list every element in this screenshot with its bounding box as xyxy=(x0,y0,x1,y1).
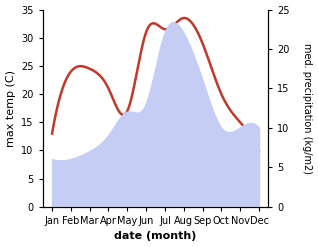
Y-axis label: max temp (C): max temp (C) xyxy=(5,70,16,147)
Y-axis label: med. precipitation (kg/m2): med. precipitation (kg/m2) xyxy=(302,43,313,174)
X-axis label: date (month): date (month) xyxy=(114,231,197,242)
